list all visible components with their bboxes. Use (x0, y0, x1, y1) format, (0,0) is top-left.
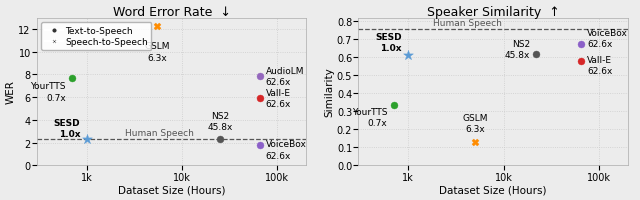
Text: SESD
1.0x: SESD 1.0x (375, 33, 401, 53)
Point (576, 43, 586, 46)
Y-axis label: Similarity: Similarity (324, 67, 334, 117)
Point (470, 141, 480, 144)
Text: NS2
45.8x: NS2 45.8x (207, 112, 233, 132)
Text: GSLM
6.3x: GSLM 6.3x (462, 113, 488, 133)
Point (576, 60, 586, 63)
Point (388, 104, 399, 107)
Point (215, 137, 225, 141)
Text: Human Speech: Human Speech (125, 128, 193, 137)
Point (67, 77, 77, 80)
Text: Human Speech: Human Speech (433, 19, 502, 28)
Y-axis label: WER: WER (6, 80, 15, 104)
Text: YourTTS
0.7x: YourTTS 0.7x (351, 107, 387, 127)
Title: Speaker Similarity  ↑: Speaker Similarity ↑ (427, 6, 559, 18)
Text: Vall-E
62.6x: Vall-E 62.6x (587, 56, 612, 76)
Point (255, 75, 265, 78)
Point (255, 97, 265, 100)
Point (255, 144, 265, 147)
X-axis label: Dataset Size (Hours): Dataset Size (Hours) (118, 185, 225, 194)
Point (403, 55, 413, 58)
Text: GSLM
6.3x: GSLM 6.3x (145, 42, 170, 62)
X-axis label: Dataset Size (Hours): Dataset Size (Hours) (439, 185, 547, 194)
Text: SESD
1.0x: SESD 1.0x (53, 118, 80, 138)
Text: YourTTS
0.7x: YourTTS 0.7x (30, 82, 66, 102)
Title: Word Error Rate  ↓: Word Error Rate ↓ (113, 6, 230, 18)
Point (152, 25, 163, 28)
Text: VoiceBox
62.6x: VoiceBox 62.6x (266, 140, 307, 160)
Legend: Text-to-Speech, Speech-to-Speech: Text-to-Speech, Speech-to-Speech (42, 23, 151, 51)
Point (531, 53, 541, 56)
Text: VoiceBox
62.6x: VoiceBox 62.6x (587, 29, 628, 49)
Text: NS2
45.8x: NS2 45.8x (505, 40, 530, 60)
Text: AudioLM
62.6x: AudioLM 62.6x (266, 66, 304, 86)
Text: Vall-E
62.6x: Vall-E 62.6x (266, 89, 291, 109)
Point (82, 138, 92, 141)
